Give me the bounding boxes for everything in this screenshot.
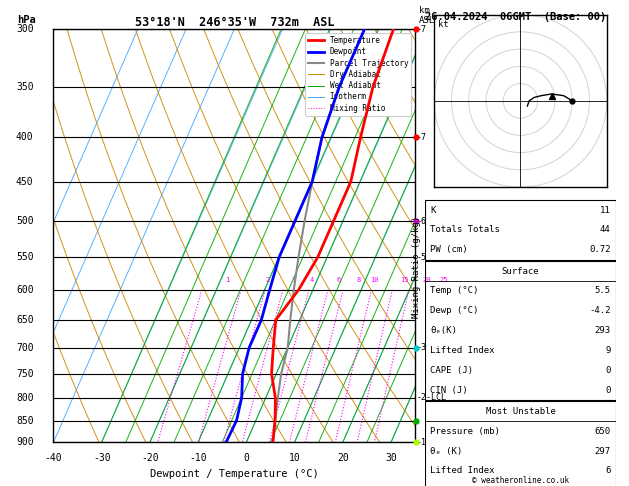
Text: -2-LCL: -2-LCL (417, 394, 447, 402)
Text: 0: 0 (243, 452, 249, 463)
Text: -20: -20 (141, 452, 159, 463)
Text: Mixing Ratio (g/kg): Mixing Ratio (g/kg) (412, 216, 421, 318)
Text: 8: 8 (357, 278, 361, 283)
Text: 550: 550 (16, 252, 33, 262)
Text: 10: 10 (370, 278, 379, 283)
Text: -10: -10 (189, 452, 207, 463)
Text: 25: 25 (440, 278, 448, 283)
Text: hPa: hPa (17, 15, 36, 25)
Text: 297: 297 (594, 447, 611, 455)
Text: -4.2: -4.2 (589, 306, 611, 315)
Text: Lifted Index: Lifted Index (430, 467, 495, 475)
Text: Most Unstable: Most Unstable (486, 407, 555, 416)
Text: 10: 10 (289, 452, 301, 463)
Text: 0: 0 (605, 385, 611, 395)
Text: Lifted Index: Lifted Index (430, 346, 495, 355)
Text: θₑ(K): θₑ(K) (430, 326, 457, 335)
Text: -7: -7 (417, 25, 427, 34)
Text: K: K (430, 206, 436, 215)
Text: CIN (J): CIN (J) (430, 385, 468, 395)
Text: 900: 900 (16, 437, 33, 447)
Text: -1: -1 (417, 438, 427, 447)
Text: Dewpoint / Temperature (°C): Dewpoint / Temperature (°C) (150, 469, 319, 479)
Text: 26.04.2024  06GMT  (Base: 00): 26.04.2024 06GMT (Base: 00) (425, 12, 606, 22)
Text: -7: -7 (417, 133, 427, 142)
Text: 44: 44 (600, 226, 611, 234)
Text: 15: 15 (401, 278, 409, 283)
Text: 293: 293 (594, 326, 611, 335)
Text: © weatheronline.co.uk: © weatheronline.co.uk (472, 475, 569, 485)
Text: 4: 4 (309, 278, 314, 283)
Text: -5: -5 (417, 253, 427, 261)
Text: 400: 400 (16, 132, 33, 142)
Text: PW (cm): PW (cm) (430, 245, 468, 254)
Text: CAPE (J): CAPE (J) (430, 366, 474, 375)
Text: 5.5: 5.5 (594, 286, 611, 295)
Text: 3: 3 (291, 278, 296, 283)
Text: 650: 650 (594, 427, 611, 435)
Text: θₑ (K): θₑ (K) (430, 447, 462, 455)
Text: Temp (°C): Temp (°C) (430, 286, 479, 295)
Text: 2: 2 (266, 278, 270, 283)
Text: -6: -6 (417, 217, 427, 226)
Text: 6: 6 (337, 278, 341, 283)
Text: 350: 350 (16, 82, 33, 92)
Text: 750: 750 (16, 369, 33, 379)
Text: 650: 650 (16, 315, 33, 325)
Text: 6: 6 (605, 467, 611, 475)
Text: 20: 20 (337, 452, 348, 463)
Text: 500: 500 (16, 216, 33, 226)
Text: -3: -3 (417, 343, 427, 352)
Text: 0: 0 (605, 366, 611, 375)
Text: 800: 800 (16, 393, 33, 403)
Bar (425, 261, 616, 400)
Text: 700: 700 (16, 343, 33, 353)
Text: 30: 30 (385, 452, 397, 463)
Text: 9: 9 (605, 346, 611, 355)
Legend: Temperature, Dewpoint, Parcel Trajectory, Dry Adiabat, Wet Adiabat, Isotherm, Mi: Temperature, Dewpoint, Parcel Trajectory… (305, 33, 411, 116)
Text: 450: 450 (16, 176, 33, 187)
Text: -40: -40 (45, 452, 62, 463)
Text: Pressure (mb): Pressure (mb) (430, 427, 500, 435)
Text: Dewp (°C): Dewp (°C) (430, 306, 479, 315)
Text: Surface: Surface (502, 267, 539, 276)
Text: km
ASL: km ASL (419, 6, 435, 25)
Text: kt: kt (438, 20, 448, 29)
Bar (425, 401, 616, 486)
Text: 20: 20 (423, 278, 431, 283)
Text: 850: 850 (16, 416, 33, 426)
Bar (425, 200, 616, 260)
Text: 300: 300 (16, 24, 33, 34)
Text: 0.72: 0.72 (589, 245, 611, 254)
Text: -30: -30 (93, 452, 111, 463)
Text: 600: 600 (16, 285, 33, 295)
Text: 11: 11 (600, 206, 611, 215)
Text: 1: 1 (225, 278, 230, 283)
Text: Totals Totals: Totals Totals (430, 226, 500, 234)
Title: 53°18'N  246°35'W  732m  ASL: 53°18'N 246°35'W 732m ASL (135, 16, 334, 29)
